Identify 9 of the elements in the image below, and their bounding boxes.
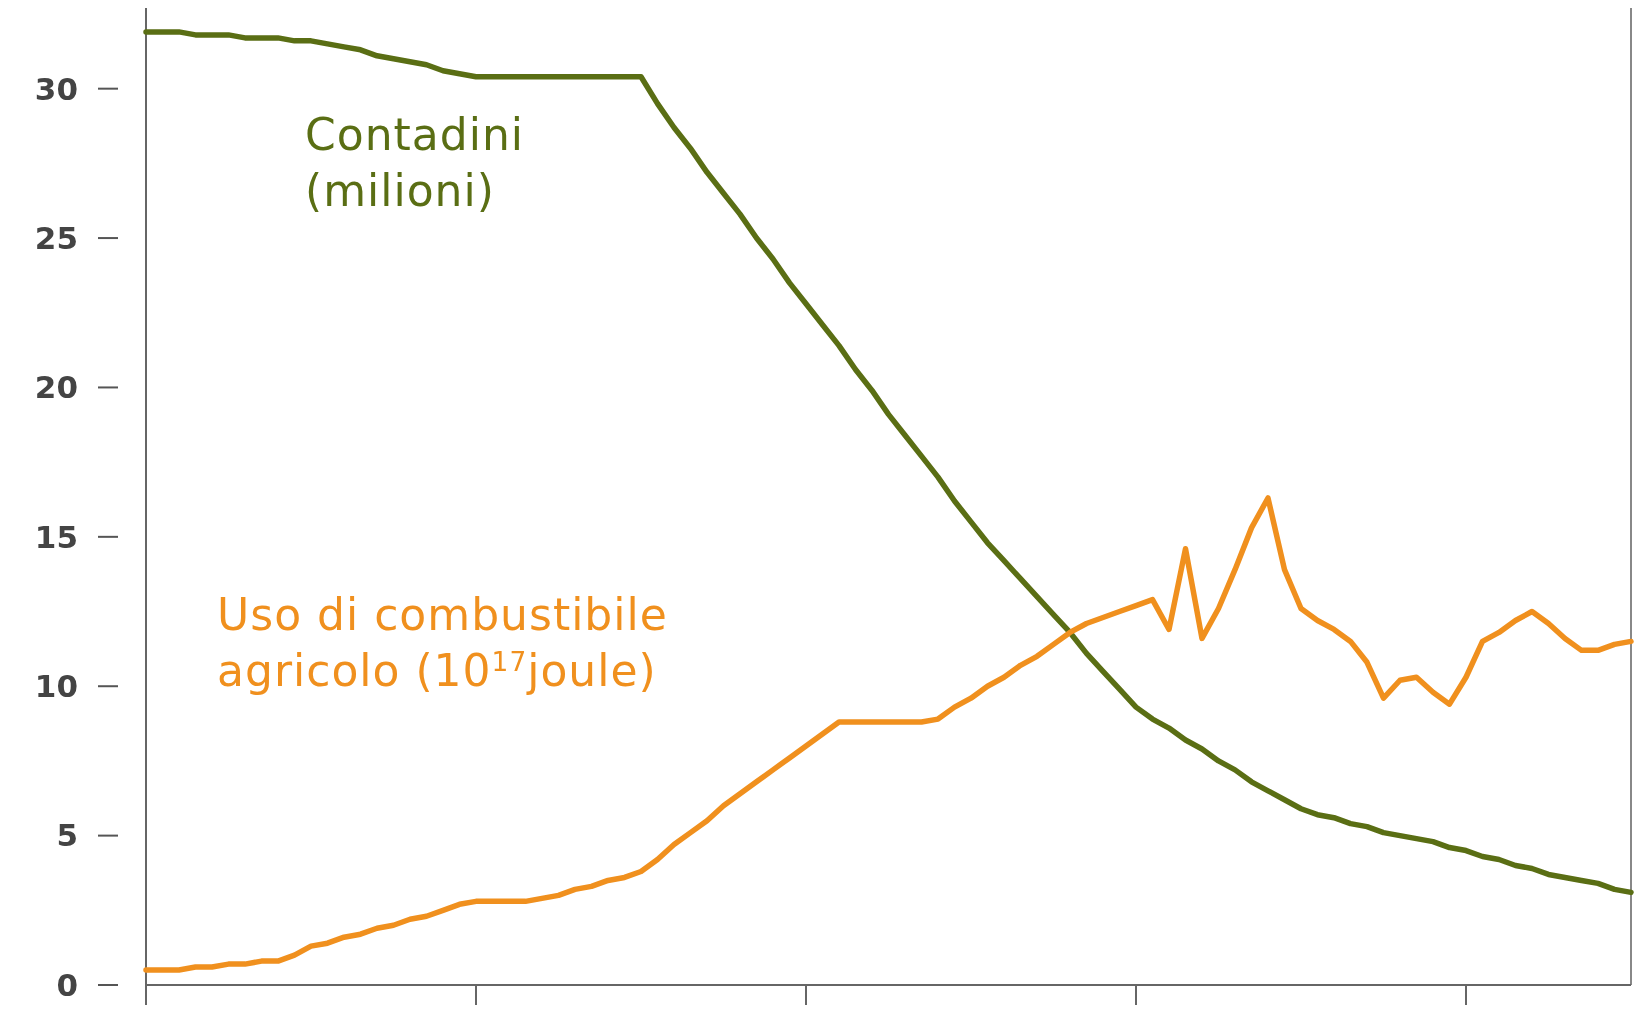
y-tick-label: 30	[34, 70, 78, 107]
y-tick-label: 25	[34, 219, 78, 256]
y-tick-label: 20	[34, 369, 78, 406]
y-tick-label: 5	[56, 817, 78, 854]
y-tick-label: 0	[56, 966, 78, 1003]
series-label: Contadini (milioni)	[305, 109, 525, 216]
text: Uso di combustibile agricolo (10$^{17}$joule)	[217, 589, 668, 696]
y-tick-label: 15	[34, 518, 78, 555]
y-tick-label: 10	[34, 668, 78, 705]
